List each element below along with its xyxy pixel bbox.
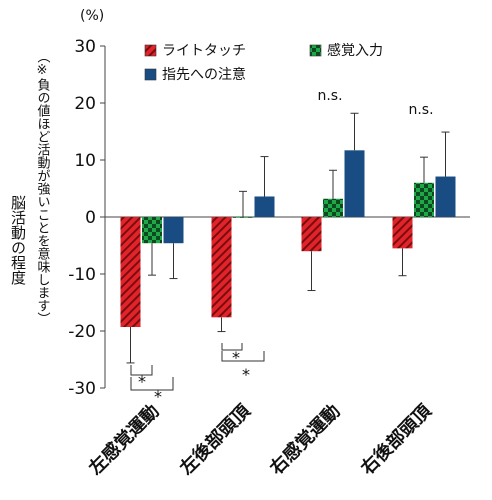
significance-label: * (154, 387, 162, 406)
x-category-label: 右感覚運動 (265, 400, 344, 479)
legend-label-fingertip-attention: 指先への注意 (162, 66, 246, 83)
significance-label: * (242, 365, 250, 384)
bar-sensory-input (233, 217, 253, 218)
unit-label: (%) (80, 8, 104, 24)
bar-fingertip-attention (163, 217, 184, 244)
legend-label-light-touch: ライトタッチ (162, 43, 246, 59)
significance-bracket (221, 351, 265, 362)
bar-sensory-input (323, 198, 343, 217)
x-category-label: 右後部頭頂 (356, 399, 436, 479)
bar-sensory-input (142, 217, 162, 244)
legend-label-sensory-input: 感覚入力 (327, 42, 383, 59)
legend: ライトタッチ 感覚入力 指先への注意 (144, 42, 383, 83)
y-tick-label: 10 (74, 151, 96, 171)
significance-bracket (130, 377, 174, 391)
bar-fingertip-attention (254, 196, 275, 217)
y-axis-label: 脳活動の程度 (9, 195, 27, 285)
bar-fingertip-attention (435, 176, 456, 217)
y-tick-label: -20 (68, 322, 96, 342)
bar-light-touch (120, 217, 141, 328)
x-category-label: 左感覚運動 (84, 400, 163, 479)
significance-bracket (221, 343, 243, 351)
significance-label: * (138, 372, 146, 391)
bar-light-touch (301, 217, 322, 252)
y-axis-note: （※負の値ほど活動が強いことを意味します） (35, 50, 51, 325)
bar-fingertip-attention (344, 150, 365, 217)
x-category-label: 左後部頭頂 (175, 399, 255, 479)
legend-swatch-light-touch (144, 44, 157, 57)
significance-label: n.s. (317, 88, 342, 104)
y-tick-label: -30 (68, 379, 96, 399)
y-tick-label: 30 (74, 37, 96, 57)
bar-light-touch (392, 217, 413, 249)
y-tick-label: -10 (68, 265, 96, 285)
bar-light-touch (211, 217, 232, 318)
significance-label: * (232, 348, 240, 367)
bar-sensory-input (414, 182, 434, 217)
legend-swatch-fingertip-attention (144, 68, 157, 81)
significance-label: n.s. (408, 102, 433, 118)
y-tick-label: 0 (85, 208, 96, 228)
significance-bracket (130, 365, 153, 376)
y-tick-label: 20 (74, 94, 96, 114)
legend-swatch-sensory-input (309, 44, 322, 57)
